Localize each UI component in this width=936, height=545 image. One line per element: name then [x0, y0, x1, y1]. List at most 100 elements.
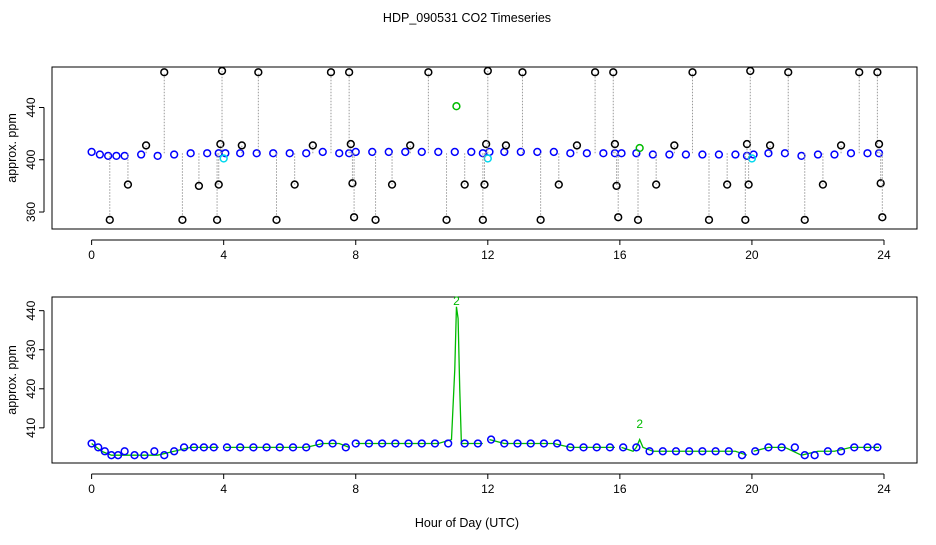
top-data-point [87, 147, 96, 157]
bottom-data-point [566, 443, 575, 452]
bottom-data-point [513, 439, 522, 448]
top-data-point [252, 149, 261, 158]
top-x-tick-label: 16 [613, 248, 627, 262]
top-data-point [482, 139, 491, 149]
bottom-data-point [430, 439, 440, 448]
bottom-plot-frame [51, 296, 918, 464]
top-data-point [290, 180, 299, 189]
top-data-point [368, 147, 377, 157]
top-data-point [873, 68, 882, 77]
top-data-point [500, 147, 509, 157]
top-data-point [450, 147, 459, 157]
top-data-point [681, 150, 691, 159]
bottom-data-point [209, 443, 218, 452]
top-data-point [285, 149, 294, 158]
top-data-point [442, 215, 451, 225]
bottom-data-point [850, 443, 859, 452]
bottom-data-point [444, 439, 453, 448]
top-data-point [254, 68, 263, 77]
top-y-tick-label: 440 [24, 97, 38, 117]
bottom-data-point [823, 447, 833, 456]
top-data-point [780, 149, 790, 158]
bottom-data-point [790, 443, 799, 452]
top-data-point [308, 141, 317, 150]
bottom-data-point [777, 443, 786, 452]
top-y-tick-label: 400 [24, 149, 38, 169]
top-data-point [384, 147, 393, 157]
top-data-point [617, 149, 626, 158]
top-data-point [237, 141, 246, 150]
top-data-point [417, 147, 426, 157]
bottom-data-point [698, 447, 707, 456]
top-x-tick-label: 0 [88, 248, 95, 262]
top-data-point [160, 68, 169, 77]
top-data-point [648, 150, 658, 159]
top-data-point [348, 179, 357, 188]
top-data-point [123, 180, 133, 189]
bottom-data-point [94, 443, 103, 452]
bottom-data-point [87, 439, 96, 448]
top-data-point [318, 147, 327, 157]
top-data-point [153, 151, 162, 160]
top-data-point [741, 215, 750, 225]
top-data-point [836, 141, 846, 150]
bottom-data-point [100, 447, 109, 456]
top-data-point [723, 180, 732, 189]
bottom-data-point [711, 447, 720, 456]
bottom-data-point [120, 447, 129, 456]
top-data-point [518, 68, 527, 77]
top-data-point [614, 213, 623, 222]
top-data-point [731, 150, 740, 159]
top-data-point [269, 149, 278, 158]
top-data-point [698, 150, 707, 159]
top-data-point [652, 180, 661, 189]
top-data-point [612, 181, 621, 191]
bottom-y-tick-label: 410 [24, 418, 38, 438]
bottom-data-point [486, 435, 496, 444]
top-data-point [536, 215, 545, 225]
bottom-y-tick-label: 420 [24, 378, 38, 398]
bottom-data-point [685, 447, 694, 456]
bottom-series-line [91, 442, 219, 456]
bottom-data-point [130, 451, 139, 460]
bottom-series-line [621, 437, 748, 456]
bottom-data-point [873, 443, 882, 452]
bottom-data-point [179, 443, 189, 452]
top-data-point [326, 68, 336, 77]
top-data-point [599, 149, 608, 158]
top-data-point [424, 68, 433, 77]
bottom-data-point [170, 447, 179, 456]
bottom-data-point [579, 443, 588, 452]
top-data-point [214, 180, 223, 189]
top-data-point [878, 213, 887, 222]
top-data-point [874, 139, 884, 149]
top-data-point [406, 141, 415, 150]
top-data-point [818, 180, 828, 189]
top-data-point [460, 180, 469, 189]
bottom-data-point [500, 439, 509, 448]
top-data-point [344, 68, 354, 77]
bottom-data-point [364, 439, 374, 448]
top-data-point [302, 149, 311, 158]
bottom-data-point [315, 439, 324, 448]
bottom-data-point [391, 439, 400, 448]
top-y-axis-label: approx. ppm [5, 113, 19, 182]
top-panel: approx. ppm 0 4 8 12 16 20 24 360 400 440 [5, 66, 918, 262]
top-x-tick-label: 12 [481, 248, 495, 262]
bottom-data-point [473, 439, 483, 448]
bottom-data-point [417, 439, 426, 448]
top-data-point [863, 149, 872, 158]
bottom-data-point [199, 443, 209, 452]
bottom-data-point [724, 447, 733, 456]
top-data-point [855, 68, 864, 77]
top-data-point [136, 150, 146, 159]
bottom-data-point [378, 439, 387, 448]
top-data-point [688, 68, 697, 77]
top-data-point [112, 151, 121, 160]
top-data-point [485, 147, 494, 157]
top-y-tick-label: 360 [24, 202, 38, 222]
top-data-point [483, 154, 492, 163]
bottom-series-line [753, 446, 880, 456]
bottom-data-point [404, 439, 413, 448]
